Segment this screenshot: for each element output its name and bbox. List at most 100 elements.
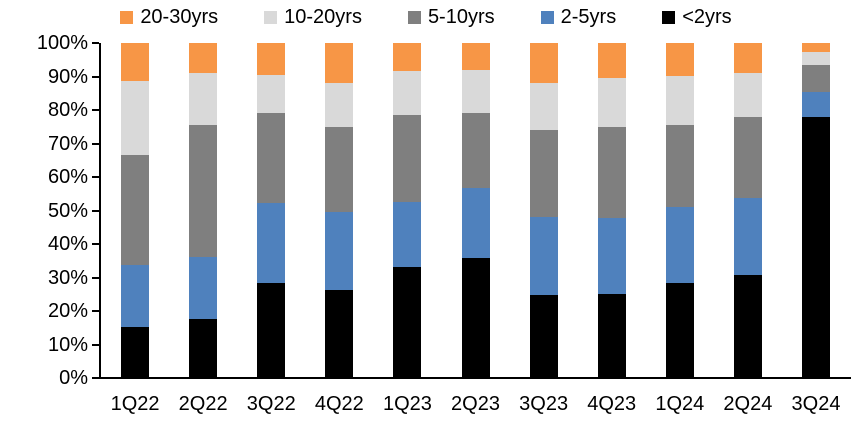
bar-segment-lt2yrs [257,283,286,377]
bar-segment-lt2yrs [665,283,694,377]
bar-segment-2-5yrs [665,206,694,284]
y-tick-mark [92,310,99,312]
bar-segment-2-5yrs [801,92,830,117]
bar-column-1Q23 [373,43,441,377]
bar-column-4Q23 [578,43,646,377]
legend-item-2-5yrs: 2-5yrs [540,5,616,29]
bar-column-3Q23 [510,43,578,377]
bar-segment-5-10yrs [393,114,422,202]
bar-segment-20-30yrs [257,43,286,75]
bar-segment-5-10yrs [461,113,490,189]
y-tick-mark [92,276,99,279]
stacked-bar-4Q23 [597,43,626,377]
bar-segment-5-10yrs [529,129,558,217]
y-tick-mark [92,75,99,78]
legend-swatch-icon [540,10,554,24]
bar-segment-lt2yrs [121,326,150,377]
y-tick-label: 70% [47,132,88,155]
bar-column-3Q22 [237,43,305,377]
bar-segment-5-10yrs [733,116,762,199]
bar-segment-20-30yrs [529,43,558,84]
y-tick-mark [92,243,99,245]
y-tick-label: 10% [47,333,88,356]
bar-segment-2-5yrs [325,211,354,291]
bar-segment-10-20yrs [665,76,694,125]
y-tick-label: 100% [36,32,88,54]
y-tick-mark [92,109,99,111]
bar-segment-lt2yrs [393,266,422,377]
y-tick-label: 60% [47,166,88,188]
bar-segment-20-30yrs [461,43,490,70]
stacked-bar-2Q23 [461,43,490,377]
bar-segment-10-20yrs [393,71,422,115]
stacked-bar-4Q22 [325,43,354,377]
bar-segment-lt2yrs [461,258,490,377]
bar-segment-20-30yrs [393,43,422,72]
plot-area [101,43,850,377]
x-tick-label: 4Q23 [587,393,637,415]
bar-segment-10-20yrs [801,52,830,65]
y-tick-mark [92,176,99,178]
x-tick-label: 1Q24 [655,393,705,415]
x-tick-label: 2Q22 [178,393,228,415]
legend-item-lt2yrs: <2yrs [662,5,732,29]
x-tick-label: 1Q22 [110,393,160,415]
bar-segment-lt2yrs [325,290,354,377]
bar-segment-5-10yrs [121,154,150,266]
stacked-bar-2Q24 [733,43,762,377]
x-tick-label: 1Q23 [382,393,432,415]
bar-segment-10-20yrs [733,73,762,117]
bar-segment-lt2yrs [597,293,626,377]
legend-swatch-icon [264,10,278,24]
y-tick-mark [92,142,99,145]
y-tick-mark [92,42,99,44]
legend-label: 20-30yrs [140,6,219,28]
bar-column-1Q24 [646,43,714,377]
stacked-bar-1Q22 [121,43,150,377]
y-tick-label: 80% [47,99,88,121]
bar-column-4Q22 [305,43,373,377]
bar-segment-10-20yrs [257,74,286,114]
legend-swatch-icon [662,10,676,24]
bar-segment-lt2yrs [189,318,218,377]
x-tick-label: 3Q24 [791,393,841,415]
legend: 20-30yrs 10-20yrs 5-10yrs 2-5yrs <2yrs [0,2,852,32]
y-tick-label: 30% [47,266,88,289]
bar-segment-2-5yrs [733,198,762,276]
y-tick-mark [92,209,99,212]
bar-segment-20-30yrs [189,43,218,74]
bar-segment-20-30yrs [325,43,354,84]
y-tick-mark [92,343,99,346]
bar-segment-20-30yrs [733,43,762,74]
bar-segment-5-10yrs [801,65,830,92]
bar-segment-5-10yrs [325,126,354,212]
bar-segment-20-30yrs [597,43,626,79]
legend-item-5-10yrs: 5-10yrs [407,5,495,29]
bar-segment-2-5yrs [597,218,626,294]
bar-column-2Q23 [441,43,509,377]
bar-column-3Q24 [782,43,850,377]
bar-segment-10-20yrs [597,78,626,127]
y-axis-line [99,43,101,379]
stacked-bar-3Q23 [529,43,558,377]
bar-segment-lt2yrs [801,117,830,377]
bar-segment-10-20yrs [529,83,558,130]
bar-segment-20-30yrs [801,43,830,52]
x-tick-label: 3Q23 [519,393,569,415]
legend-swatch-icon [120,10,134,24]
bar-segment-5-10yrs [597,126,626,219]
y-tick-label: 40% [47,233,88,255]
stacked-bar-2Q22 [189,43,218,377]
stacked-bar-3Q24 [801,43,830,377]
bar-segment-10-20yrs [325,83,354,127]
x-tick-label: 2Q24 [723,393,773,415]
x-axis-line [92,377,851,379]
bar-segment-2-5yrs [257,203,286,284]
bar-segment-2-5yrs [393,201,422,267]
bar-segment-2-5yrs [461,188,490,259]
bar-column-1Q22 [101,43,169,377]
x-tick-label: 2Q23 [451,393,500,415]
legend-swatch-icon [407,10,421,24]
y-tick-label: 50% [47,199,88,222]
